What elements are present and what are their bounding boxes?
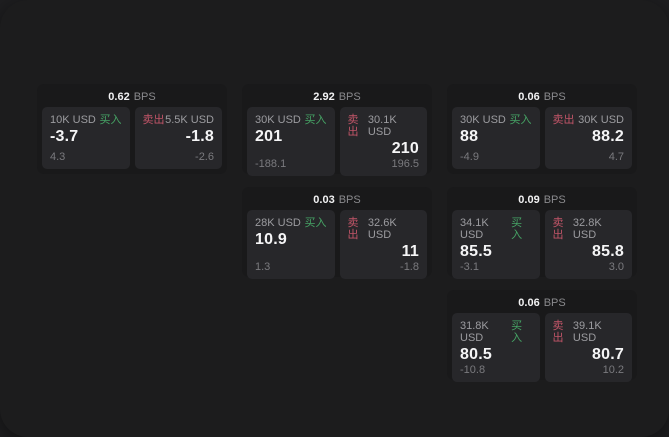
quote-row: 31.8K USD 买入 80.5 -10.8 卖出 39.1K USD 80.… xyxy=(452,313,632,382)
sell-size: 5.5K USD xyxy=(165,114,214,126)
buy-side-label: 买入 xyxy=(304,217,327,229)
sell-delta: -2.6 xyxy=(195,151,214,163)
sell-delta: 196.5 xyxy=(391,158,419,170)
buy-delta: 1.3 xyxy=(255,261,271,273)
quote-card: 2.92 BPS 30K USD 买入 201 -188.1 卖出 30.1K … xyxy=(242,84,432,176)
sell-delta: 3.0 xyxy=(608,261,624,273)
spread-value: 0.06 xyxy=(518,297,540,309)
spread-unit: BPS xyxy=(133,91,156,103)
sell-price: 80.7 xyxy=(592,346,624,363)
spread-unit: BPS xyxy=(543,91,566,103)
buy-size: 30K USD xyxy=(255,114,301,126)
spread-value: 0.03 xyxy=(313,194,335,206)
buy-quote-button[interactable]: 10K USD 买入 -3.7 4.3 xyxy=(42,107,130,169)
buy-delta: -10.8 xyxy=(460,364,486,376)
sell-price: 85.8 xyxy=(592,243,624,260)
sell-quote-button[interactable]: 卖出 5.5K USD -1.8 -2.6 xyxy=(134,107,222,169)
sell-quote-button[interactable]: 卖出 30K USD 88.2 4.7 xyxy=(544,107,632,169)
spread-value: 0.06 xyxy=(518,91,540,103)
buy-quote-button[interactable]: 31.8K USD 买入 80.5 -10.8 xyxy=(452,313,540,382)
quote-card: 0.06 BPS 31.8K USD 买入 80.5 -10.8 卖出 39.1… xyxy=(447,290,637,382)
quote-row: 10K USD 买入 -3.7 4.3 卖出 5.5K USD -1.8 -2.… xyxy=(42,107,222,169)
buy-delta: 4.3 xyxy=(50,151,66,163)
spread-header: 0.09 BPS xyxy=(452,192,632,209)
quote-card: 0.62 BPS 10K USD 买入 -3.7 4.3 卖出 5.5K USD xyxy=(37,84,227,174)
spread-unit: BPS xyxy=(338,194,361,206)
spread-unit: BPS xyxy=(543,194,566,206)
sell-side-label: 卖出 xyxy=(347,114,359,138)
sell-side-label: 卖出 xyxy=(552,320,564,344)
quote-card: 0.09 BPS 34.1K USD 买入 85.5 -3.1 卖出 32.8K… xyxy=(447,187,637,279)
buy-size: 28K USD xyxy=(255,217,301,229)
spread-unit: BPS xyxy=(543,297,566,309)
buy-side-label: 买入 xyxy=(511,217,523,241)
buy-side-label: 买入 xyxy=(511,320,523,344)
spread-header: 2.92 BPS xyxy=(247,89,427,106)
spread-unit: BPS xyxy=(338,91,361,103)
spread-value: 2.92 xyxy=(313,91,335,103)
buy-price: 201 xyxy=(255,128,283,145)
buy-price: 10.9 xyxy=(255,231,287,248)
quote-card: 0.06 BPS 30K USD 买入 88 -4.9 卖出 30K USD xyxy=(447,84,637,174)
sell-quote-button[interactable]: 卖出 32.6K USD 11 -1.8 xyxy=(339,210,427,279)
spread-header: 0.03 BPS xyxy=(247,192,427,209)
buy-size: 10K USD xyxy=(50,114,96,126)
sell-size: 39.1K USD xyxy=(572,320,602,344)
spread-header: 0.06 BPS xyxy=(452,89,632,106)
sell-side-label: 卖出 xyxy=(347,217,359,241)
buy-price: 85.5 xyxy=(460,243,492,260)
quote-row: 34.1K USD 买入 85.5 -3.1 卖出 32.8K USD 85.8… xyxy=(452,210,632,279)
sell-size: 32.8K USD xyxy=(572,217,602,241)
sell-delta: -1.8 xyxy=(400,261,419,273)
sell-side-label: 卖出 xyxy=(552,114,575,126)
spread-header: 0.06 BPS xyxy=(452,295,632,312)
buy-price: 80.5 xyxy=(460,346,492,363)
sell-price: 210 xyxy=(391,140,419,157)
sell-quote-button[interactable]: 卖出 30.1K USD 210 196.5 xyxy=(339,107,427,176)
buy-price: 88 xyxy=(460,128,479,145)
spread-value: 0.09 xyxy=(518,194,540,206)
buy-delta: -4.9 xyxy=(460,151,479,163)
buy-side-label: 买入 xyxy=(99,114,122,126)
buy-quote-button[interactable]: 30K USD 买入 88 -4.9 xyxy=(452,107,540,169)
buy-size: 31.8K USD xyxy=(460,320,489,344)
spread-value: 0.62 xyxy=(108,91,130,103)
spread-header: 0.62 BPS xyxy=(42,89,222,106)
sell-delta: 10.2 xyxy=(602,364,624,376)
sell-quote-button[interactable]: 卖出 39.1K USD 80.7 10.2 xyxy=(544,313,632,382)
sell-price: -1.8 xyxy=(185,128,214,145)
quote-row: 30K USD 买入 88 -4.9 卖出 30K USD 88.2 4.7 xyxy=(452,107,632,169)
sell-size: 32.6K USD xyxy=(367,217,397,241)
quote-cards-grid: 0.62 BPS 10K USD 买入 -3.7 4.3 卖出 5.5K USD xyxy=(37,84,637,382)
sell-delta: 4.7 xyxy=(608,151,624,163)
buy-quote-button[interactable]: 30K USD 买入 201 -188.1 xyxy=(247,107,335,176)
buy-price: -3.7 xyxy=(50,128,79,145)
sell-price: 11 xyxy=(401,243,419,260)
sell-size: 30.1K USD xyxy=(367,114,397,138)
quote-card: 0.03 BPS 28K USD 买入 10.9 1.3 卖出 32.6K US… xyxy=(242,187,432,279)
sell-price: 88.2 xyxy=(592,128,624,145)
buy-size: 34.1K USD xyxy=(460,217,489,241)
sell-side-label: 卖出 xyxy=(552,217,564,241)
sell-quote-button[interactable]: 卖出 32.8K USD 85.8 3.0 xyxy=(544,210,632,279)
buy-delta: -3.1 xyxy=(460,261,479,273)
buy-quote-button[interactable]: 34.1K USD 买入 85.5 -3.1 xyxy=(452,210,540,279)
buy-quote-button[interactable]: 28K USD 买入 10.9 1.3 xyxy=(247,210,335,279)
sell-size: 30K USD xyxy=(578,114,624,126)
buy-size: 30K USD xyxy=(460,114,506,126)
quote-row: 28K USD 买入 10.9 1.3 卖出 32.6K USD 11 -1.8 xyxy=(247,210,427,279)
quote-row: 30K USD 买入 201 -188.1 卖出 30.1K USD 210 1… xyxy=(247,107,427,176)
buy-side-label: 买入 xyxy=(304,114,327,126)
buy-side-label: 买入 xyxy=(509,114,532,126)
sell-side-label: 卖出 xyxy=(142,114,165,126)
buy-delta: -188.1 xyxy=(255,158,287,170)
